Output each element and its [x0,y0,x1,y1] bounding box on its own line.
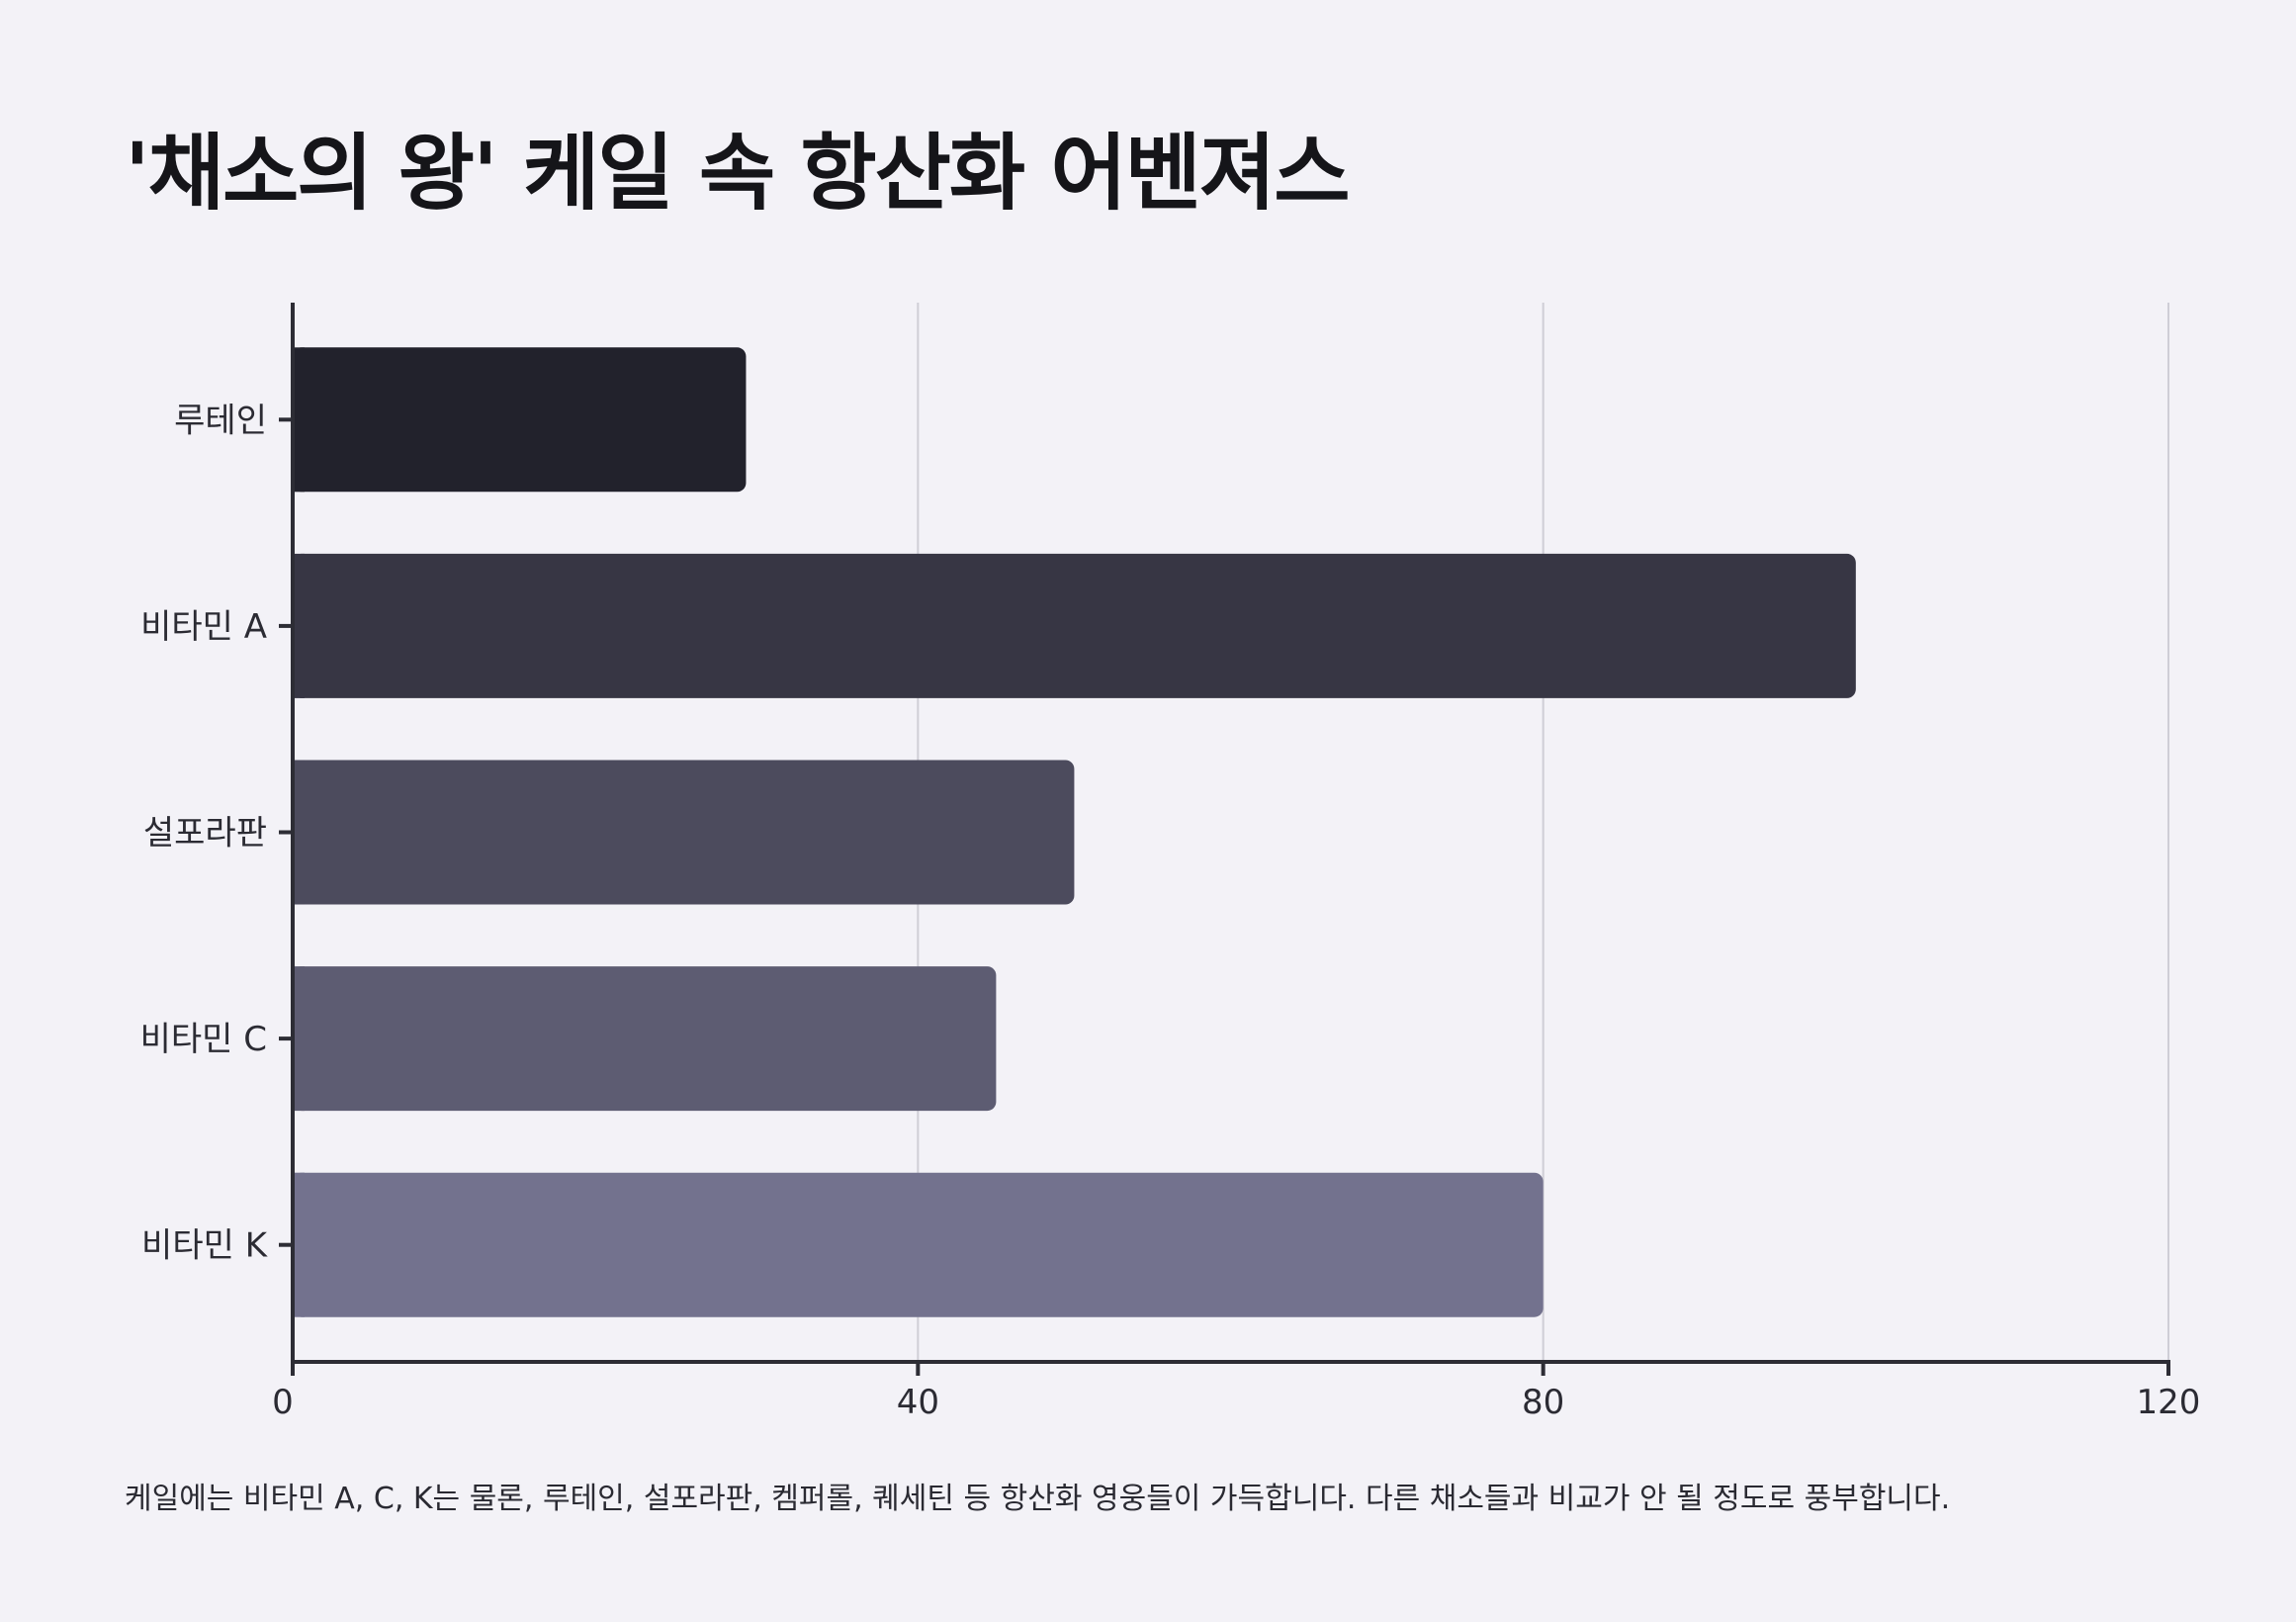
bar-left-edge [293,966,305,1112]
x-tick-label: 80 [1522,1383,1564,1422]
category-label: 설포라판 [143,814,267,854]
category-label: 비타민 C [140,1020,267,1059]
category-label: 비타민 K [141,1226,269,1266]
bar-left-edge [293,1172,305,1317]
bar-left-edge [293,760,305,905]
bar-left-edge [293,347,305,493]
bar [293,1172,1544,1317]
bar [293,347,747,493]
bar [293,966,997,1112]
bars [293,347,1856,1317]
x-tick-label: 40 [897,1383,939,1422]
chart-caption: 케일에는 비타민 A, C, K는 물론, 루테인, 설포라판, 켐퍼롤, 퀘세… [125,1482,1951,1516]
x-tick-label: 120 [2137,1383,2201,1422]
category-label: 루테인 [174,401,267,440]
category-label: 비타민 A [140,607,267,647]
bar [293,760,1075,905]
bar-left-edge [293,553,305,698]
bar [293,553,1856,698]
chart-title: '채소의 왕' 케일 속 항산화 어벤져스 [125,125,1351,222]
x-tick-label: 0 [272,1383,294,1422]
axes [279,303,2170,1376]
